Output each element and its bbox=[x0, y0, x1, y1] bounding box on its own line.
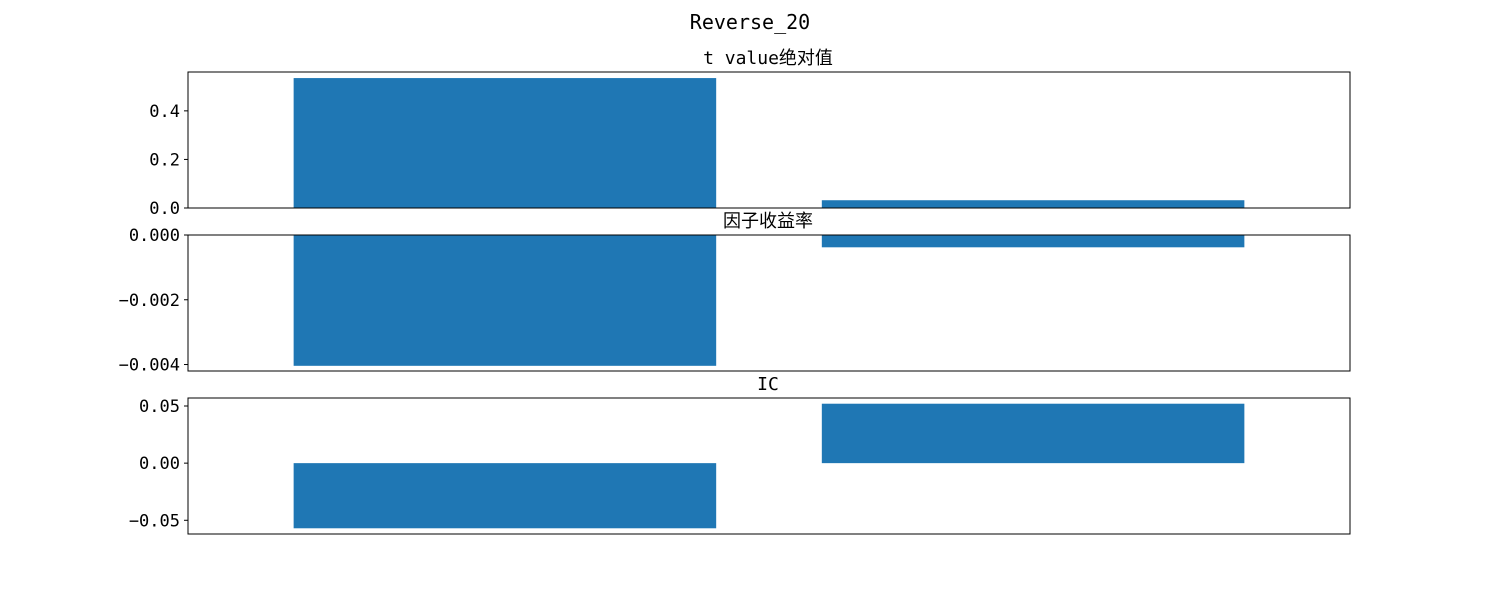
y-tick-label: 0.000 bbox=[129, 226, 180, 246]
subplot-title: t value绝对值 bbox=[703, 48, 833, 69]
bar bbox=[821, 200, 1245, 208]
bar bbox=[821, 235, 1245, 248]
subplot-ic: IC 0.05 0.00 −0.05 bbox=[129, 374, 1351, 535]
bar bbox=[293, 463, 717, 529]
axes-frame bbox=[187, 71, 1351, 209]
bar bbox=[821, 403, 1245, 464]
subplot-factor-return: 因子收益率 0.000 −0.002 −0.004 bbox=[119, 211, 1351, 376]
y-tick-label: −0.004 bbox=[119, 356, 180, 376]
y-tick-label: 0.00 bbox=[139, 454, 180, 474]
y-tick-label: 0.0 bbox=[149, 199, 180, 219]
bar bbox=[293, 78, 717, 208]
bar bbox=[293, 235, 717, 366]
axes-frame bbox=[187, 234, 1351, 372]
axes-frame bbox=[187, 397, 1351, 535]
subplot-title: IC bbox=[757, 374, 779, 395]
y-tick-label: 0.4 bbox=[149, 102, 180, 122]
y-tick-label: −0.002 bbox=[119, 291, 180, 311]
figure-title: Reverse_20 bbox=[690, 10, 810, 34]
y-tick-label: 0.2 bbox=[149, 150, 180, 170]
y-tick-label: 0.05 bbox=[139, 397, 180, 417]
subplot-title: 因子收益率 bbox=[723, 211, 813, 232]
subplot-t-value: t value绝对值 0.0 0.2 0.4 bbox=[149, 48, 1351, 219]
y-tick-label: −0.05 bbox=[129, 511, 180, 531]
